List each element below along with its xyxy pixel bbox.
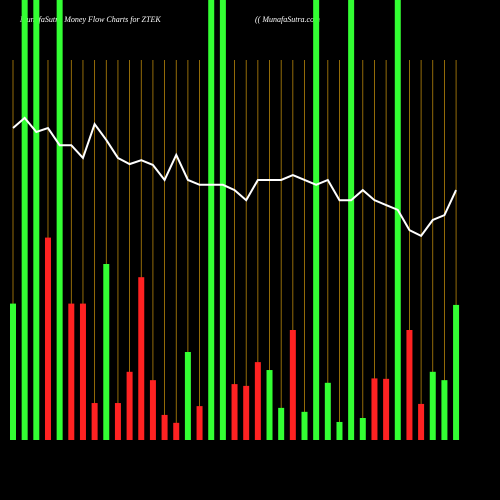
bar [313,0,320,440]
bar [173,422,180,440]
bar [266,370,273,440]
chart-subtitle: (( MunafaSutra.com [255,15,320,24]
bar [10,303,16,440]
bar [243,385,250,440]
money-flow-line [12,116,457,238]
bar [254,362,261,440]
bar [371,378,378,440]
bar [138,277,145,440]
bar [278,407,285,440]
bar [79,303,86,440]
bar [161,414,168,440]
bar [68,303,75,440]
bar [289,330,296,440]
bar [394,0,401,440]
bar [184,352,191,440]
bar [103,264,110,440]
bar [149,380,156,440]
bar [196,406,203,440]
bar [453,304,460,440]
bar [348,0,355,440]
bar [324,382,331,440]
bar [231,384,238,440]
bar [301,411,308,440]
bar [44,237,51,440]
bar [336,421,343,440]
bar [359,418,366,440]
bar [219,0,226,440]
bar [406,330,413,440]
bar [33,0,40,440]
bar [383,378,390,440]
bar [56,0,63,440]
bar [114,403,121,440]
bar [208,0,215,440]
bar [441,380,448,440]
bar [429,371,436,440]
bar [126,371,133,440]
bar [91,403,98,440]
bar [21,0,28,440]
chart-title: MunafaSutra Money Flow Charts for ZTEK [19,15,161,24]
bar [418,403,425,440]
